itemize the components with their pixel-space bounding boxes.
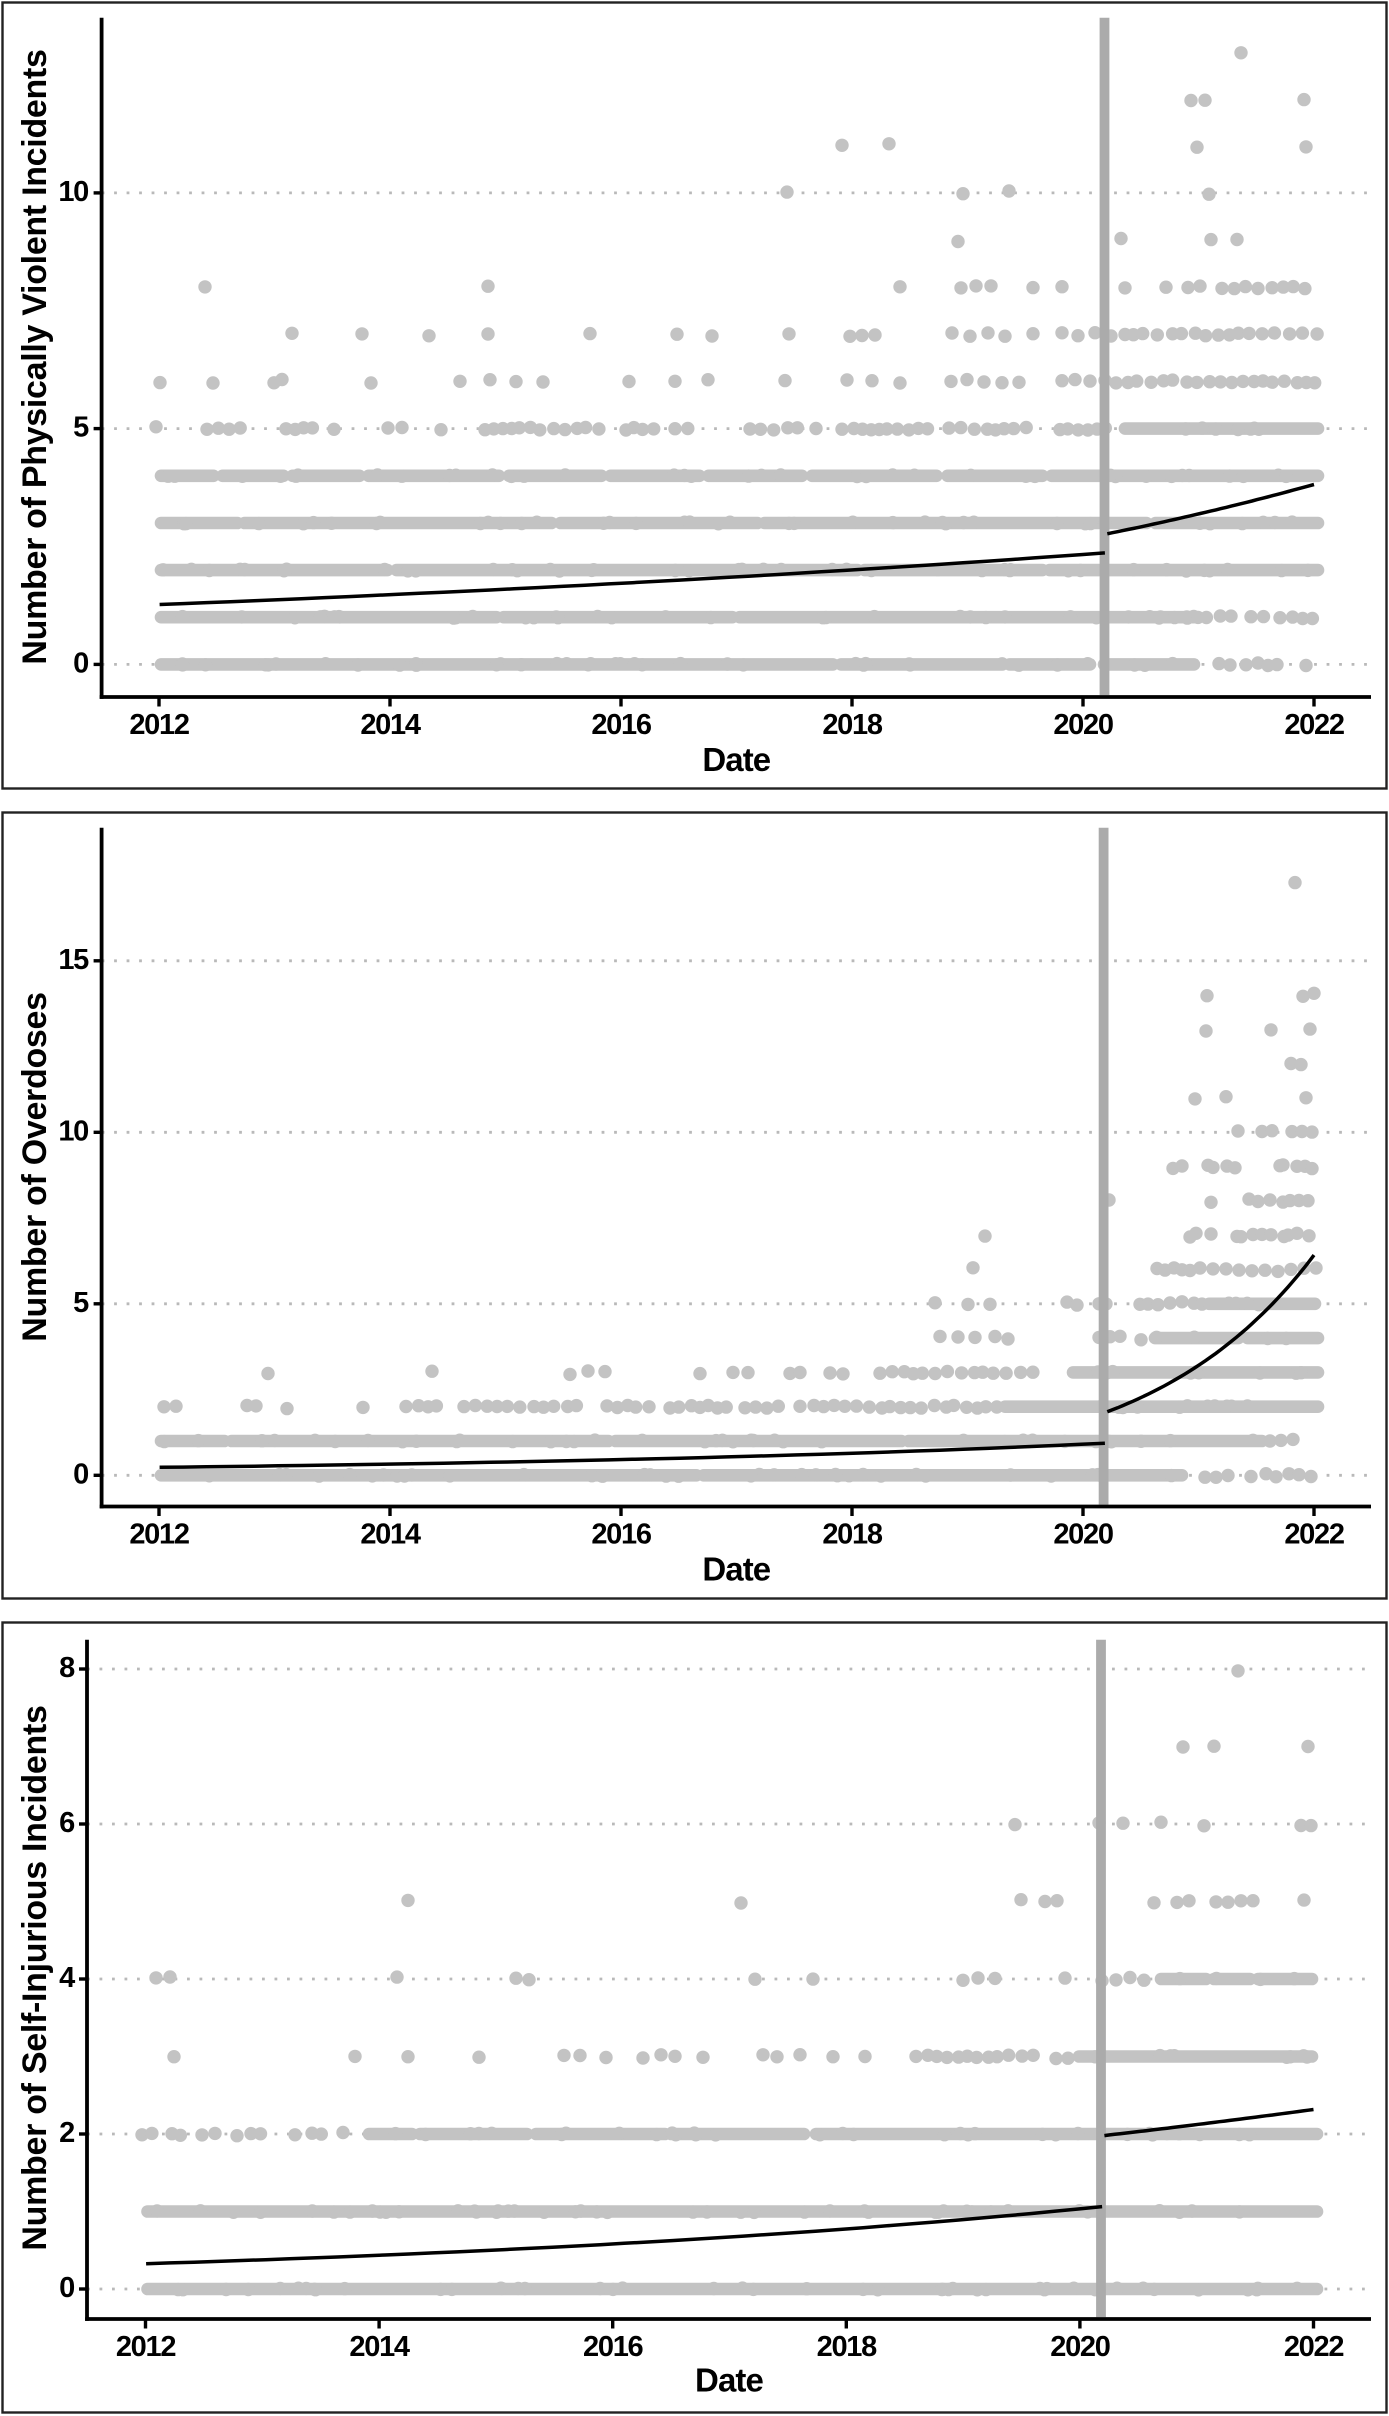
svg-text:Number of Self-Injurious Incid: Number of Self-Injurious Incidents: [16, 1705, 54, 2250]
svg-text:2014: 2014: [360, 1519, 420, 1551]
svg-text:Number of Physically Violent I: Number of Physically Violent Incidents: [16, 49, 54, 664]
svg-text:2022: 2022: [1284, 709, 1343, 741]
svg-text:2018: 2018: [822, 709, 882, 741]
svg-text:6: 6: [59, 1807, 75, 1839]
svg-text:5: 5: [73, 412, 89, 444]
svg-text:0: 0: [73, 1458, 88, 1490]
svg-text:2016: 2016: [591, 1519, 651, 1551]
svg-text:Date: Date: [702, 1551, 770, 1588]
svg-text:8: 8: [59, 1652, 75, 1684]
svg-text:2020: 2020: [1053, 1519, 1112, 1551]
svg-text:0: 0: [59, 2272, 74, 2304]
svg-text:Number of Overdoses: Number of Overdoses: [16, 992, 54, 1342]
svg-text:2018: 2018: [822, 1519, 882, 1551]
svg-text:2014: 2014: [349, 2331, 409, 2363]
svg-text:0: 0: [73, 647, 88, 679]
svg-text:2012: 2012: [116, 2331, 175, 2363]
svg-text:2020: 2020: [1053, 709, 1112, 741]
svg-text:2016: 2016: [591, 709, 651, 741]
svg-text:2018: 2018: [817, 2331, 877, 2363]
svg-text:5: 5: [73, 1287, 89, 1319]
svg-text:Date: Date: [695, 2362, 763, 2399]
svg-text:2: 2: [59, 2117, 74, 2149]
svg-text:15: 15: [58, 944, 89, 976]
svg-text:2012: 2012: [129, 1519, 188, 1551]
svg-text:2016: 2016: [583, 2331, 643, 2363]
svg-text:2020: 2020: [1050, 2331, 1109, 2363]
svg-text:2014: 2014: [360, 709, 420, 741]
svg-text:Date: Date: [702, 741, 770, 778]
svg-text:10: 10: [58, 176, 88, 208]
svg-text:4: 4: [59, 1962, 75, 1994]
svg-text:2022: 2022: [1284, 2331, 1343, 2363]
svg-text:10: 10: [58, 1115, 88, 1147]
svg-text:2012: 2012: [129, 709, 188, 741]
svg-text:2022: 2022: [1284, 1519, 1343, 1551]
